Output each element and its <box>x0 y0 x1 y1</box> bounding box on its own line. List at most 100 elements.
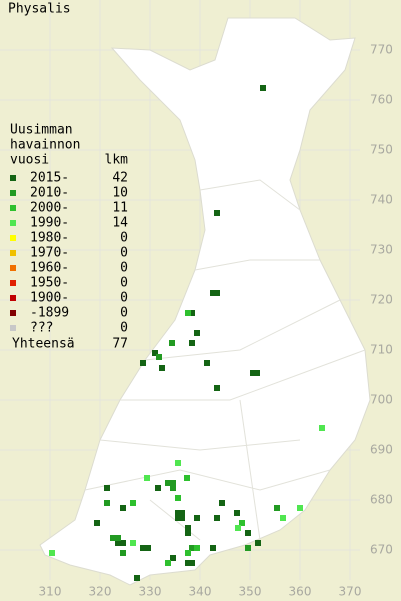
observation-square <box>110 535 116 541</box>
legend-count: 0 <box>120 306 128 321</box>
observation-square <box>130 500 136 506</box>
legend-label: 2000- <box>30 201 69 216</box>
observation-square <box>175 515 181 521</box>
observation-square <box>165 560 171 566</box>
observation-square <box>165 480 171 486</box>
legend-count: 42 <box>112 171 128 186</box>
observation-square <box>219 500 225 506</box>
y-tick-label: 680 <box>370 493 393 507</box>
observation-square <box>210 545 216 551</box>
legend-label: ??? <box>30 321 53 336</box>
legend-label: 2010- <box>30 186 69 201</box>
observation-square <box>245 530 251 536</box>
legend-swatch <box>10 175 16 181</box>
observation-square <box>159 365 165 371</box>
observation-square <box>120 505 126 511</box>
legend-count: 10 <box>112 186 128 201</box>
legend-swatch <box>10 235 16 241</box>
observation-square <box>155 485 161 491</box>
legend-count: 0 <box>120 261 128 276</box>
observation-square <box>140 545 146 551</box>
legend-total: 77 <box>112 337 128 352</box>
observation-square <box>189 310 195 316</box>
legend-swatch <box>10 205 16 211</box>
observation-square <box>130 540 136 546</box>
legend: 2015- 42 2010- 10 2000- 11 1990- 14 1980- 0 1970- 0… <box>10 171 128 336</box>
observation-square <box>152 350 158 356</box>
observation-square <box>179 515 185 521</box>
x-tick-label: 360 <box>289 585 312 599</box>
map-title: Physalis <box>8 2 71 17</box>
legend-count: 14 <box>112 216 128 231</box>
observation-square <box>120 550 126 556</box>
legend-count: 0 <box>120 291 128 306</box>
observation-square <box>169 340 175 346</box>
observation-square <box>319 425 325 431</box>
observation-square <box>214 385 220 391</box>
legend-swatch <box>10 190 16 196</box>
observation-square <box>255 540 261 546</box>
legend-header: havainnon <box>10 138 80 153</box>
observation-square <box>189 560 195 566</box>
x-tick-label: 350 <box>239 585 262 599</box>
observation-square <box>254 370 260 376</box>
observation-square <box>94 520 100 526</box>
observation-square <box>185 310 191 316</box>
legend-count: 0 <box>120 276 128 291</box>
legend-header: vuosi <box>10 153 49 168</box>
observation-square <box>115 535 121 541</box>
legend-total-label: Yhteensä <box>12 337 75 352</box>
observation-square <box>245 545 251 551</box>
y-tick-label: 770 <box>370 43 393 57</box>
legend-count-header: lkm <box>105 153 129 168</box>
legend-label: -1899 <box>30 306 69 321</box>
observation-square <box>210 290 216 296</box>
observation-square <box>189 545 195 551</box>
legend-count: 0 <box>120 231 128 246</box>
observation-square <box>120 540 126 546</box>
legend-label: 1900- <box>30 291 69 306</box>
observation-square <box>214 210 220 216</box>
y-tick-label: 670 <box>370 543 393 557</box>
y-tick-label: 760 <box>370 93 393 107</box>
legend-count: 0 <box>120 246 128 261</box>
observation-square <box>144 475 150 481</box>
observation-square <box>175 510 181 516</box>
legend-swatch <box>10 295 16 301</box>
observation-square <box>184 475 190 481</box>
legend-swatch <box>10 220 16 226</box>
legend-label: 1980- <box>30 231 69 246</box>
observation-square <box>104 500 110 506</box>
legend-count: 0 <box>120 321 128 336</box>
observation-square <box>156 354 162 360</box>
observation-square <box>194 330 200 336</box>
observation-square <box>170 485 176 491</box>
y-tick-label: 690 <box>370 443 393 457</box>
observation-square <box>194 515 200 521</box>
y-tick-label: 700 <box>370 393 393 407</box>
observation-square <box>239 520 245 526</box>
observation-square <box>140 360 146 366</box>
observation-square <box>115 540 121 546</box>
observation-square <box>250 370 256 376</box>
legend-swatch <box>10 325 16 331</box>
observation-square <box>134 575 140 581</box>
legend-label: 1950- <box>30 276 69 291</box>
observation-square <box>49 550 55 556</box>
observation-square <box>280 515 286 521</box>
legend-header: Uusimman <box>10 123 73 138</box>
observation-square <box>170 480 176 486</box>
observation-square <box>185 530 191 536</box>
observation-square <box>235 525 241 531</box>
x-tick-label: 340 <box>189 585 212 599</box>
legend-swatch <box>10 265 16 271</box>
y-tick-label: 740 <box>370 193 393 207</box>
observation-square <box>185 560 191 566</box>
observation-square <box>260 85 266 91</box>
legend-count: 11 <box>112 201 128 216</box>
observation-square <box>274 505 280 511</box>
legend-swatch <box>10 250 16 256</box>
observation-square <box>214 515 220 521</box>
legend-label: 1960- <box>30 261 69 276</box>
observation-square <box>185 550 191 556</box>
